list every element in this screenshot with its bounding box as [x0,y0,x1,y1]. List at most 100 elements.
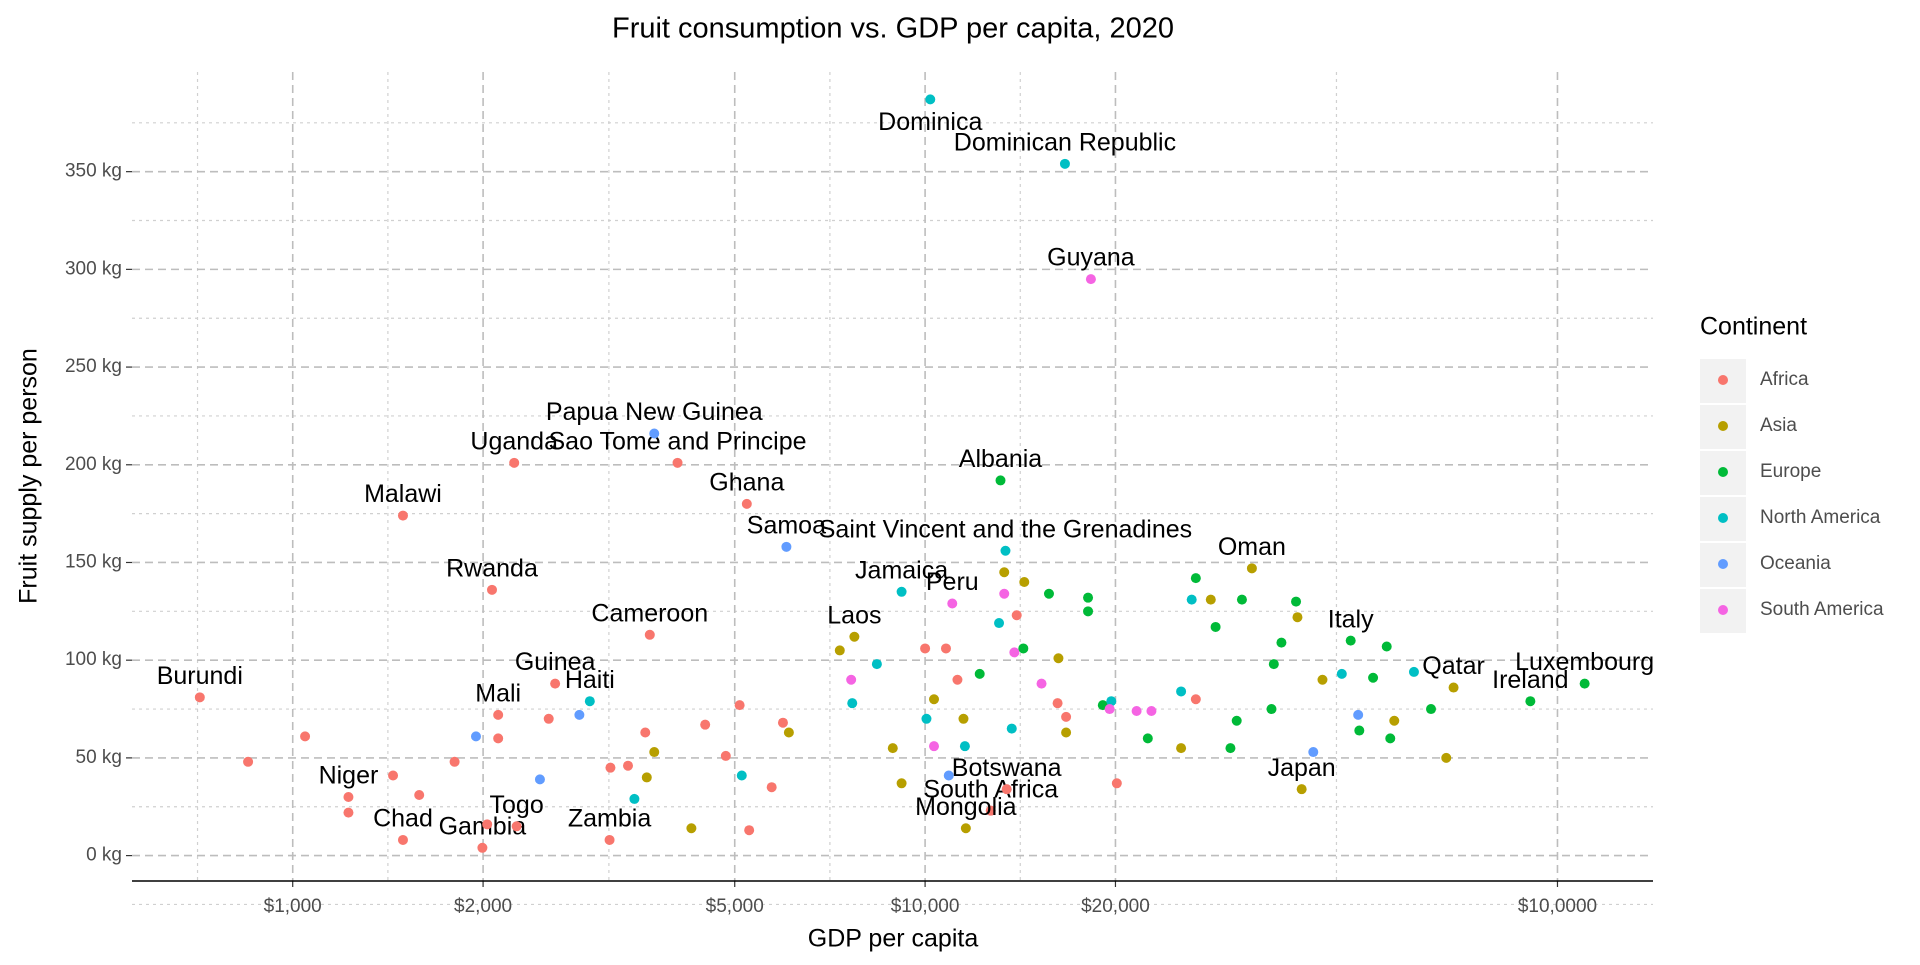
point-label: Chad [373,805,433,833]
point [741,498,752,509]
point [1106,696,1117,707]
point [194,692,205,703]
x-axis-title: GDP per capita [808,925,979,953]
point [604,834,615,845]
point [511,821,522,832]
point [470,731,481,742]
point [846,674,857,685]
point [947,598,958,609]
y-tick-label: 100 kg [65,649,122,670]
point [543,713,554,724]
point [534,774,545,785]
point [999,567,1010,578]
point [1345,635,1356,646]
y-axis-title: Fruit supply per person [15,348,43,604]
point-label: Albania [959,445,1042,473]
x-tick-label: $10,000 [891,896,960,917]
point-label: Oman [1218,533,1286,561]
point-label: Dominica [878,108,982,136]
x-tick-label: $2,000 [454,896,512,917]
point [640,727,651,738]
point [1104,704,1115,715]
point [1111,778,1122,789]
point [781,541,792,552]
point [1061,711,1072,722]
point [574,709,585,720]
point [736,770,747,781]
point [1043,588,1054,599]
point [1019,577,1030,588]
legend-key [1718,513,1728,523]
legend-title: Continent [1700,313,1807,341]
point [672,457,683,468]
point [623,760,634,771]
point [1146,705,1157,716]
point [493,709,504,720]
point [1296,784,1307,795]
point-label: Luxembourg [1515,648,1654,676]
point [1317,674,1328,685]
point [397,510,408,521]
point [605,762,616,773]
point [1059,158,1070,169]
point [849,631,860,642]
point [925,94,936,105]
point [1579,678,1590,689]
point [644,629,655,640]
point [1001,784,1012,795]
point [940,643,951,654]
point [1011,610,1022,621]
point-label: Mali [475,680,521,708]
y-tick-label: 350 kg [65,161,122,182]
point [999,588,1010,599]
point [509,457,520,468]
point [1368,672,1379,683]
point [1389,715,1400,726]
point [777,717,788,728]
point [1009,647,1020,658]
point [388,770,399,781]
point-label: Mongolia [915,793,1017,821]
point [584,696,595,707]
point [300,731,311,742]
point-label: Malawi [364,480,442,508]
x-tick-label: $1,000 [264,896,322,917]
point-label: Saint Vincent and the Grenadines [819,515,1192,543]
point [1142,733,1153,744]
point [985,805,996,816]
point [1085,274,1096,285]
point [1231,715,1242,726]
point-label: South Africa [923,775,1058,803]
x-tick-label: $5,000 [706,896,764,917]
point-label: Burundi [157,662,243,690]
point [486,584,497,595]
point [1268,659,1279,670]
point [1186,594,1197,605]
point [1205,594,1216,605]
point [958,713,969,724]
point [1176,743,1187,754]
point [974,668,985,679]
point [449,756,460,767]
point [834,645,845,656]
point-label: Japan [1268,754,1336,782]
point [641,772,652,783]
legend-label: Africa [1760,369,1809,390]
point [700,719,711,730]
point [477,842,488,853]
point [896,586,907,597]
point-label: Italy [1328,605,1374,633]
point [397,834,408,845]
point [1308,747,1319,758]
point [959,741,970,752]
point [995,475,1006,486]
legend-key [1718,421,1728,431]
point [744,825,755,836]
legend-key [1718,605,1728,615]
y-tick-label: 200 kg [65,454,122,475]
point [649,747,660,758]
point [1266,704,1277,715]
point-label: Zambia [568,805,651,833]
point [783,727,794,738]
